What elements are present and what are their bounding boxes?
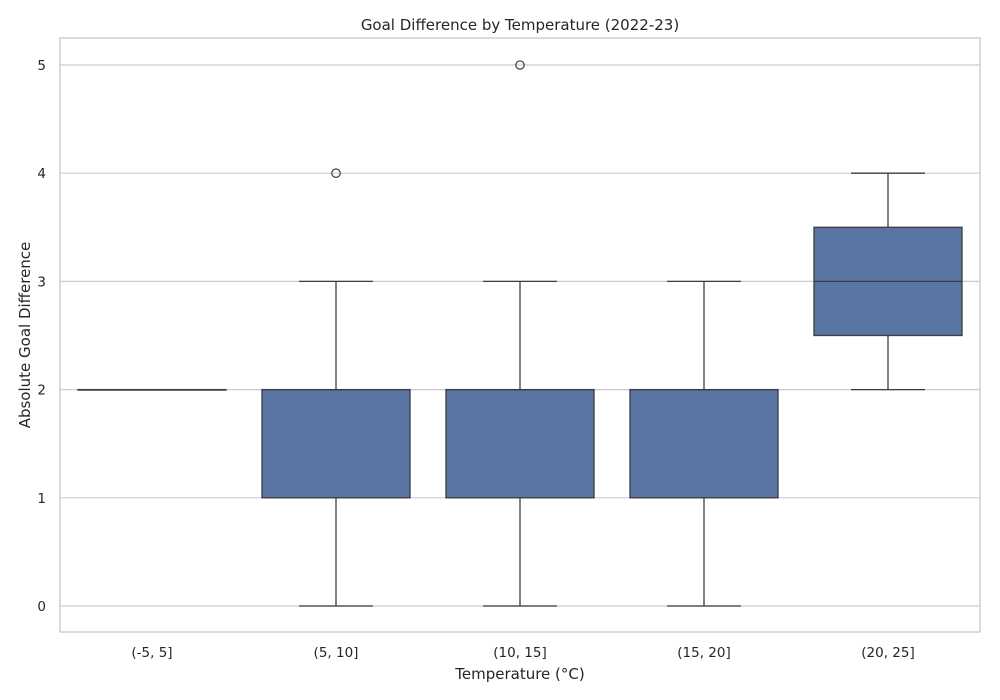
box-group — [629, 280, 779, 607]
plot-frame — [59, 37, 981, 633]
x-tick-label: (20, 25] — [861, 645, 914, 661]
y-axis-label: Absolute Goal Difference — [16, 242, 34, 429]
outlier-point — [515, 60, 525, 70]
x-axis-ticks: (-5, 5] (5, 10] (10, 15] (15, 20] (20, 25] — [131, 645, 914, 661]
x-tick-label: (-5, 5] — [131, 645, 172, 661]
chart-title: Goal Difference by Temperature (2022-23) — [361, 16, 679, 34]
box-group — [77, 388, 227, 391]
y-tick-label: 2 — [37, 383, 46, 399]
x-axis-label: Temperature (°C) — [454, 665, 584, 683]
x-tick-label: (5, 10] — [314, 645, 359, 661]
x-tick-label: (10, 15] — [493, 645, 546, 661]
y-tick-label: 3 — [37, 274, 46, 290]
box-group — [813, 172, 963, 391]
iqr-box — [629, 388, 779, 499]
y-tick-label: 0 — [37, 599, 46, 615]
box-group — [445, 60, 595, 607]
box-series — [77, 60, 963, 607]
outlier-point — [331, 168, 341, 178]
box-group — [261, 168, 411, 607]
y-tick-label: 1 — [37, 491, 46, 507]
iqr-box — [445, 388, 595, 499]
iqr-box — [261, 388, 411, 499]
y-axis-ticks: 0 1 2 3 4 5 — [37, 58, 46, 615]
x-tick-label: (15, 20] — [677, 645, 730, 661]
y-tick-label: 4 — [37, 166, 46, 182]
y-tick-label: 5 — [37, 58, 46, 74]
